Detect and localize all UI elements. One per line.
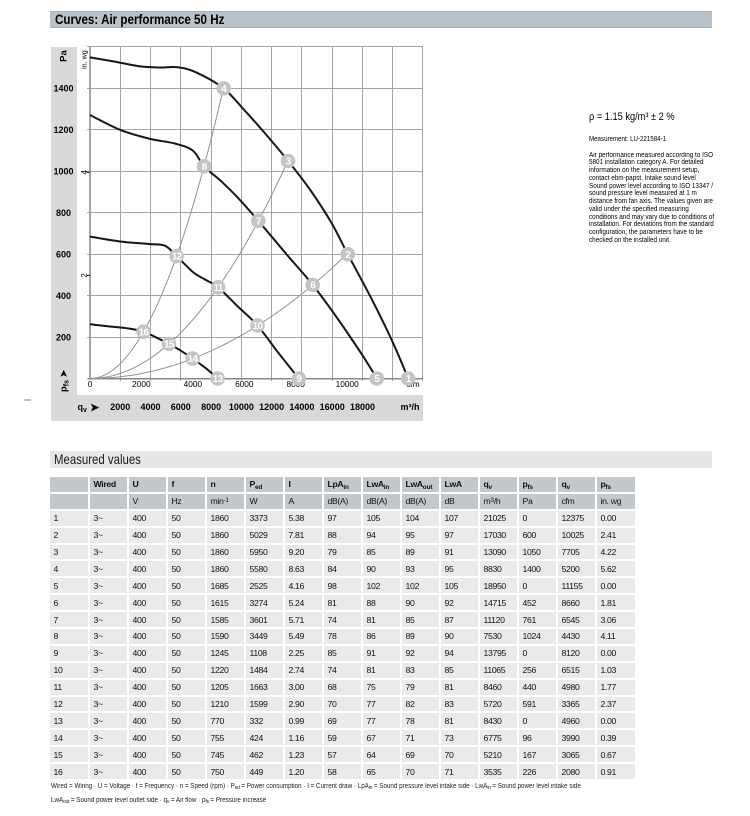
svg-text:in. wg: in. wg [79, 50, 88, 69]
svg-text:m³/h: m³/h [401, 402, 420, 412]
svg-text:qv: qv [78, 402, 88, 414]
svg-text:14: 14 [188, 354, 199, 365]
svg-text:11: 11 [214, 283, 224, 294]
svg-text:4000: 4000 [140, 402, 160, 412]
svg-text:2000: 2000 [132, 379, 151, 389]
svg-text:6000: 6000 [171, 402, 191, 412]
svg-text:14000: 14000 [289, 402, 314, 412]
svg-text:7: 7 [256, 216, 262, 227]
svg-text:13: 13 [213, 374, 224, 385]
svg-text:16000: 16000 [320, 402, 345, 412]
svg-text:0: 0 [88, 379, 93, 389]
svg-text:2: 2 [80, 273, 89, 278]
svg-text:Pa: Pa [58, 49, 69, 61]
svg-text:10: 10 [253, 321, 264, 332]
svg-text:800: 800 [56, 208, 71, 218]
svg-text:6000: 6000 [235, 379, 254, 389]
svg-text:8000: 8000 [201, 402, 221, 412]
svg-text:5: 5 [374, 374, 380, 385]
svg-text:2: 2 [345, 250, 351, 261]
svg-text:400: 400 [56, 291, 71, 301]
svg-text:12: 12 [172, 252, 183, 263]
svg-text:1200: 1200 [53, 125, 73, 135]
svg-text:6: 6 [310, 281, 316, 292]
svg-text:4000: 4000 [184, 379, 203, 389]
svg-text:4: 4 [221, 84, 227, 95]
svg-text:10000: 10000 [229, 402, 254, 412]
svg-text:200: 200 [56, 332, 71, 342]
svg-text:8: 8 [202, 162, 208, 173]
svg-text:12000: 12000 [259, 402, 284, 412]
svg-text:15: 15 [164, 340, 175, 351]
svg-text:cfm: cfm [406, 379, 419, 389]
svg-text:3: 3 [286, 157, 292, 168]
svg-text:18000: 18000 [350, 402, 375, 412]
svg-text:16: 16 [139, 327, 150, 338]
svg-text:4: 4 [80, 170, 89, 175]
svg-text:1000: 1000 [53, 167, 73, 177]
svg-text:pfs ➤: pfs ➤ [59, 369, 71, 392]
svg-text:600: 600 [56, 249, 71, 259]
svg-text:9: 9 [296, 374, 302, 385]
svg-text:2000: 2000 [110, 402, 130, 412]
svg-text:1: 1 [406, 374, 412, 385]
svg-text:1400: 1400 [53, 84, 73, 94]
svg-text:➤: ➤ [90, 402, 100, 414]
svg-text:10000: 10000 [336, 379, 359, 389]
